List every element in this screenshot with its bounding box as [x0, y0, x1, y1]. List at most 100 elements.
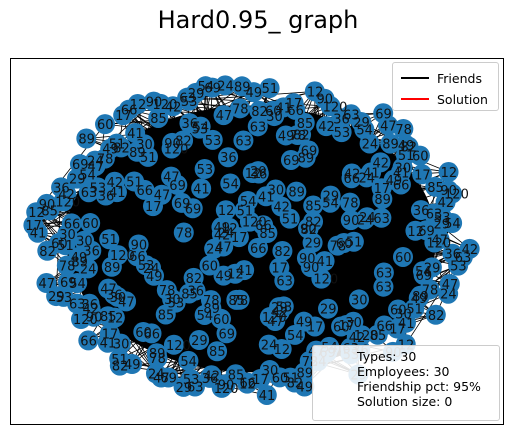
- node-label: 47: [216, 109, 233, 124]
- node-label: 66: [393, 178, 410, 193]
- graph-node: [314, 251, 335, 272]
- graph-node: [243, 82, 264, 103]
- graph-node: [173, 376, 194, 397]
- node-label: 82: [186, 272, 203, 287]
- node-label: 60: [395, 251, 412, 266]
- node-label: 49: [124, 358, 141, 373]
- node-labels-layer: 120 4236635329546947247889498251603041176…: [25, 79, 478, 404]
- node-label: 53: [205, 134, 222, 149]
- node-label: 54: [79, 169, 96, 184]
- chart-title: Hard0.95_ graph: [157, 6, 359, 34]
- node-label: 17: [231, 231, 248, 246]
- graph-node: [279, 208, 300, 229]
- node-label: 49: [296, 316, 313, 331]
- node-label: 90: [299, 252, 316, 267]
- node-label: 29: [424, 261, 441, 276]
- node-label: 85: [158, 308, 175, 323]
- node-label: 66: [287, 104, 304, 119]
- graph-node: [280, 149, 301, 170]
- node-label: 42: [344, 168, 361, 183]
- node-label: 63: [343, 108, 360, 123]
- node-label: 120: [426, 236, 451, 251]
- node-label: 53: [181, 95, 198, 110]
- node-label: 51: [398, 149, 415, 164]
- node-label: 51: [237, 204, 254, 219]
- node-label: 78: [203, 294, 220, 309]
- graph-node: [412, 164, 433, 185]
- node-label: 49: [246, 86, 263, 101]
- node-label: 42: [272, 306, 289, 321]
- node-label: 12: [307, 85, 324, 100]
- node-label: 42: [58, 188, 75, 203]
- node-label: 89: [298, 152, 315, 167]
- node-label: 42: [372, 156, 389, 171]
- node-label: 41: [317, 255, 334, 270]
- node-label: 12: [218, 204, 235, 219]
- graph-node: [229, 289, 250, 310]
- node-label: 24: [217, 227, 234, 242]
- node-label: 49: [278, 129, 295, 144]
- graph-node: [141, 323, 162, 344]
- node-label: 120: [313, 273, 338, 288]
- node-label: 69: [185, 202, 202, 217]
- graph-node: [247, 237, 268, 258]
- node-label: 54: [287, 329, 304, 344]
- node-label: 78: [290, 129, 307, 144]
- graph-node: [104, 171, 125, 192]
- node-label: 17: [102, 328, 119, 343]
- node-label: 53: [192, 123, 209, 138]
- node-label: 53: [434, 211, 451, 226]
- node-label: 53: [197, 163, 214, 178]
- node-label: 66: [255, 219, 272, 234]
- node-label: 82: [305, 216, 322, 231]
- node-label: 82: [251, 105, 268, 120]
- node-label: 89: [78, 132, 95, 147]
- node-label: 54: [197, 309, 214, 324]
- node-label: 12: [441, 166, 458, 181]
- graph-node: [191, 178, 212, 199]
- node-label: 29: [305, 237, 322, 252]
- node-label: 47: [100, 283, 117, 298]
- node-label: 17: [25, 219, 42, 234]
- node-label: 78: [422, 284, 439, 299]
- node-label: 47: [88, 160, 105, 175]
- graph-node: [392, 246, 413, 267]
- graph-node: [106, 133, 127, 154]
- node-label: 54: [222, 177, 239, 192]
- node-label: 29: [271, 301, 288, 316]
- node-label: 41: [393, 166, 410, 181]
- node-label: 30: [266, 110, 283, 125]
- node-label: 82: [287, 377, 304, 392]
- graph-node: [380, 133, 401, 154]
- node-label: 69: [72, 158, 89, 173]
- graph-node: [442, 213, 463, 234]
- legend-item-friends: Friends: [401, 70, 482, 86]
- legend-label-friends: Friends: [437, 70, 482, 86]
- node-label: 42: [83, 302, 100, 317]
- graph-node: [371, 207, 392, 228]
- graph-node: [69, 154, 90, 175]
- node-label: 63: [69, 298, 86, 313]
- node-label: 24: [206, 243, 223, 258]
- nodes-layer: [23, 75, 480, 405]
- node-label: 60: [213, 313, 230, 328]
- edge: [377, 179, 395, 335]
- node-label: 41: [398, 317, 415, 332]
- node-label: 12: [407, 225, 424, 240]
- node-label: 82: [300, 223, 317, 238]
- node-label: 47: [163, 171, 180, 186]
- node-label: 30: [136, 138, 153, 153]
- graph-node: [286, 181, 307, 202]
- node-label: 17: [145, 200, 162, 215]
- node-label: 49: [71, 251, 88, 266]
- node-label: 78: [330, 240, 347, 255]
- node-label: 69: [375, 107, 392, 122]
- node-label: 47: [442, 278, 459, 293]
- node-label: 78: [97, 153, 114, 168]
- node-label: 89: [104, 261, 121, 276]
- graph-node: [269, 297, 290, 318]
- graph-node: [76, 128, 97, 149]
- node-label: 51: [282, 213, 299, 228]
- graph-node: [248, 163, 269, 184]
- graph-plot-area: 120 42 36 63 53 29 54 69 47 24 78 89 49 82 51 60 30 41 17 6…: [10, 58, 504, 425]
